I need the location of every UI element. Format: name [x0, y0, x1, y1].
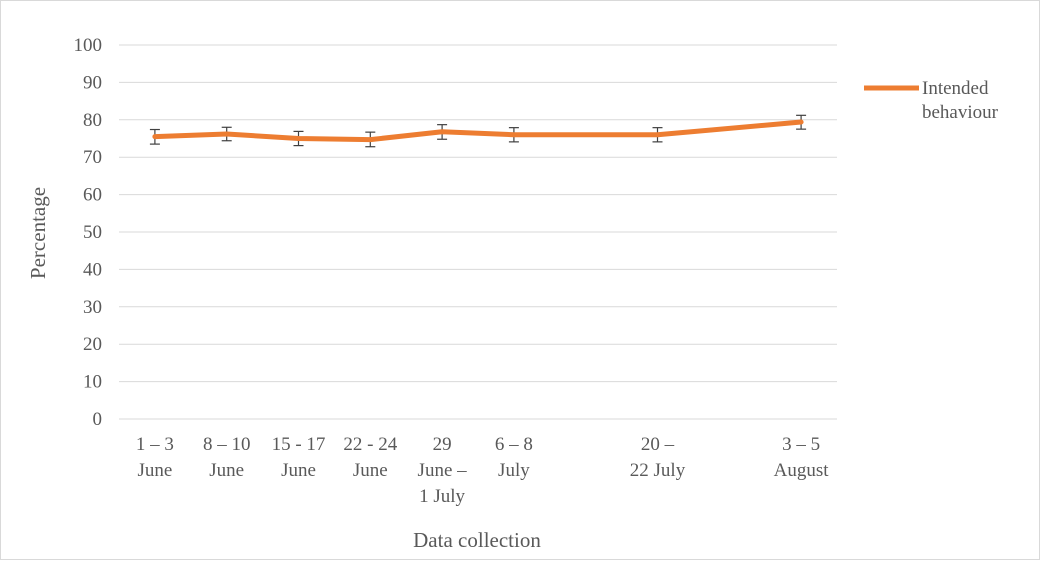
series-lines	[152, 119, 804, 143]
y-tick-label: 60	[83, 185, 102, 206]
legend-label: Intended behaviour	[922, 78, 999, 123]
y-tick-label: 100	[74, 35, 103, 56]
legend: Intended behaviour	[864, 78, 999, 123]
x-tick-label: 29 June –1 July	[418, 434, 468, 507]
x-tick-label: 15 - 17 June	[272, 434, 326, 481]
x-axis-title: Data collection	[413, 528, 541, 552]
y-tick-label: 30	[83, 297, 102, 318]
y-tick-label: 90	[83, 72, 102, 93]
y-tick-label: 50	[83, 222, 102, 243]
y-tick-label: 80	[83, 110, 102, 131]
x-tick-label: 6 – 8 July	[495, 434, 533, 481]
x-tick-label: 22 - 24 June	[343, 434, 397, 481]
y-axis-ticks: 0 10 20 30 40 50 60 70 80 90 100	[74, 35, 103, 430]
y-tick-label: 20	[83, 334, 102, 355]
y-tick-label: 40	[83, 259, 102, 280]
x-tick-label: 20 –22 July	[630, 434, 686, 481]
x-tick-label: 3 – 5 August	[774, 434, 830, 481]
y-tick-label: 70	[83, 147, 102, 168]
x-tick-label: 8 – 10 June	[203, 434, 251, 481]
y-tick-label: 10	[83, 372, 102, 393]
x-tick-label: 1 – 3 June	[136, 434, 174, 481]
series-line	[152, 119, 804, 143]
y-axis-title: Percentage	[26, 187, 50, 279]
x-axis-ticks: 1 – 3 June 8 – 10 June 15 - 17 June 22 - 24 Jun…	[136, 434, 829, 507]
y-tick-label: 0	[93, 409, 103, 430]
gridlines	[119, 44, 837, 420]
